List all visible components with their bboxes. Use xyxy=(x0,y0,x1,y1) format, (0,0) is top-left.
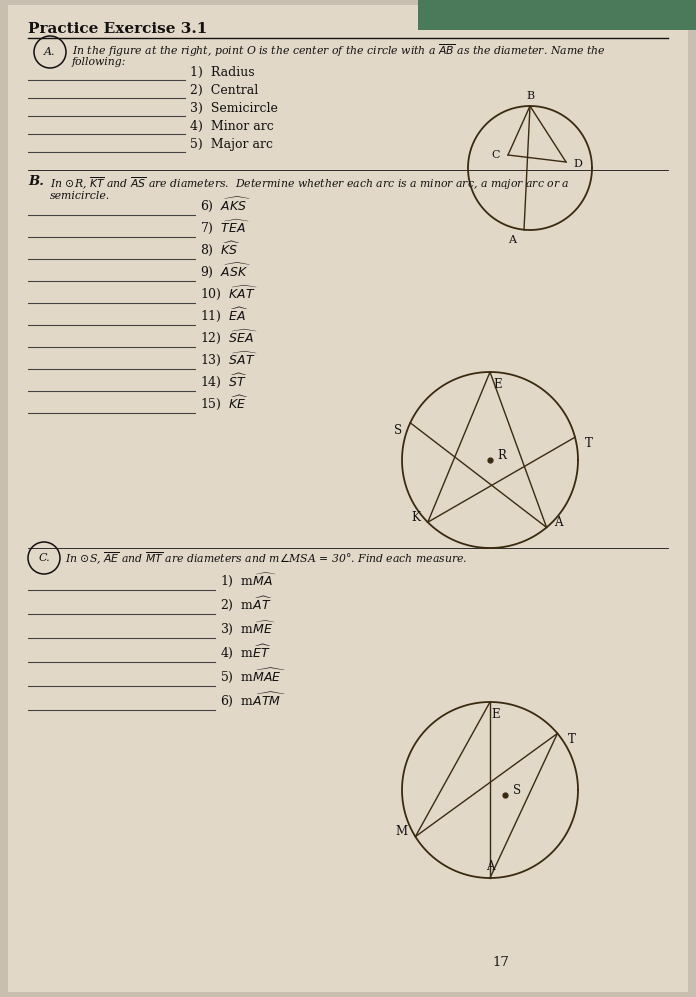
Text: K: K xyxy=(411,510,420,523)
Text: 3)  Semicircle: 3) Semicircle xyxy=(190,102,278,115)
Text: 5)  Major arc: 5) Major arc xyxy=(190,138,273,151)
Text: 10)  $\widehat{KAT}$: 10) $\widehat{KAT}$ xyxy=(200,284,258,302)
Text: 1)  m$\widehat{MA}$: 1) m$\widehat{MA}$ xyxy=(220,571,277,589)
Text: 6)  $\widehat{AKS}$: 6) $\widehat{AKS}$ xyxy=(200,195,251,214)
Text: B: B xyxy=(526,91,534,101)
Text: 3)  m$\widehat{ME}$: 3) m$\widehat{ME}$ xyxy=(220,619,276,637)
Text: 15)  $\widehat{KE}$: 15) $\widehat{KE}$ xyxy=(200,394,248,412)
Text: A: A xyxy=(554,515,563,529)
Text: 4)  Minor arc: 4) Minor arc xyxy=(190,120,274,133)
Text: R: R xyxy=(498,449,507,462)
Text: semicircle.: semicircle. xyxy=(50,191,110,201)
Text: 1)  Radius: 1) Radius xyxy=(190,66,255,79)
Text: 12)  $\widehat{SEA}$: 12) $\widehat{SEA}$ xyxy=(200,328,258,346)
Text: 17: 17 xyxy=(493,956,509,969)
Text: 5)  m$\widehat{MAE}$: 5) m$\widehat{MAE}$ xyxy=(220,666,286,685)
Text: 2)  Central: 2) Central xyxy=(190,84,258,97)
FancyBboxPatch shape xyxy=(418,0,696,30)
Text: In the figure at the right, point O is the center of the circle with a $\overlin: In the figure at the right, point O is t… xyxy=(72,42,606,59)
Text: 2)  m$\widehat{AT}$: 2) m$\widehat{AT}$ xyxy=(220,595,273,613)
Text: 14)  $\widehat{ST}$: 14) $\widehat{ST}$ xyxy=(200,372,248,390)
Text: following:: following: xyxy=(72,57,127,67)
Text: T: T xyxy=(585,437,593,450)
Text: 9)  $\widehat{ASK}$: 9) $\widehat{ASK}$ xyxy=(200,261,251,280)
Text: D: D xyxy=(574,159,583,169)
Text: 11)  $\widehat{EA}$: 11) $\widehat{EA}$ xyxy=(200,306,249,324)
FancyBboxPatch shape xyxy=(8,5,688,992)
Text: 6)  m$\widehat{ATM}$: 6) m$\widehat{ATM}$ xyxy=(220,690,285,709)
Text: In $\odot$S, $\overline{AE}$ and $\overline{MT}$ are diameters and m$\angle$MSA : In $\odot$S, $\overline{AE}$ and $\overl… xyxy=(65,551,467,567)
Text: Practice Exercise 3.1: Practice Exercise 3.1 xyxy=(28,22,207,36)
Text: B.: B. xyxy=(28,175,44,188)
Text: C: C xyxy=(492,150,500,160)
Text: A: A xyxy=(486,859,494,872)
Text: E: E xyxy=(493,378,503,391)
Text: T: T xyxy=(567,733,576,746)
Text: C.: C. xyxy=(38,553,50,563)
Text: S: S xyxy=(394,425,402,438)
Text: A: A xyxy=(508,235,516,245)
Text: 8)  $\widehat{KS}$: 8) $\widehat{KS}$ xyxy=(200,240,241,258)
Text: 4)  m$\widehat{ET}$: 4) m$\widehat{ET}$ xyxy=(220,643,272,661)
Text: 7)  $\widehat{TEA}$: 7) $\widehat{TEA}$ xyxy=(200,218,250,236)
Text: 13)  $\widehat{SAT}$: 13) $\widehat{SAT}$ xyxy=(200,350,258,368)
Text: S: S xyxy=(513,784,521,797)
Text: M: M xyxy=(395,826,407,838)
Text: E: E xyxy=(491,708,500,721)
Text: A.: A. xyxy=(45,47,56,57)
Text: In $\odot$R, $\overline{KT}$ and $\overline{AS}$ are diameters.  Determine wheth: In $\odot$R, $\overline{KT}$ and $\overl… xyxy=(50,175,569,191)
